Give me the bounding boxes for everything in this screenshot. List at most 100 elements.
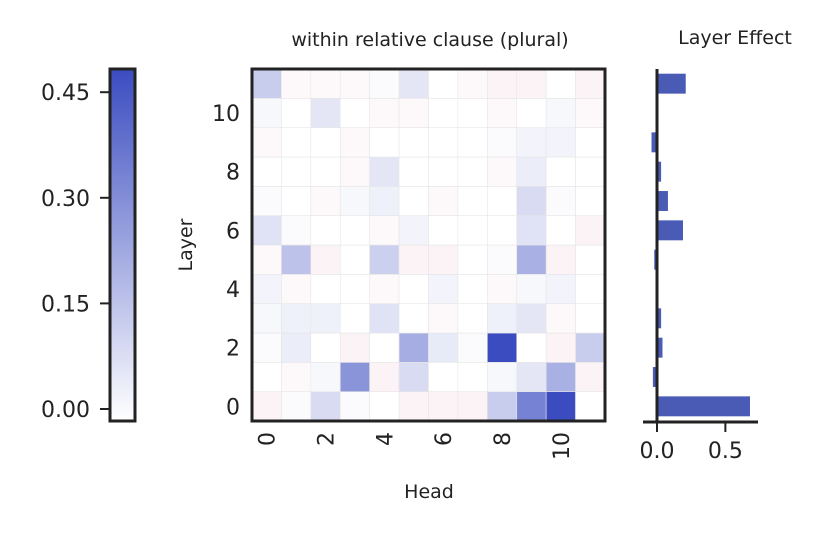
heatmap-cell (398, 391, 429, 422)
heatmap-cell (281, 244, 312, 275)
heatmap-cell (310, 68, 341, 99)
heatmap-cell (369, 68, 400, 99)
heatmap-cell (251, 98, 282, 128)
heatmap-cell (369, 391, 400, 422)
heatmap-cell (457, 244, 488, 275)
heatmap-cell (428, 244, 459, 275)
colorbar-tick-label: 0.00 (41, 398, 90, 423)
heatmap-cell (369, 332, 400, 363)
heatmap-cell (339, 332, 370, 363)
heatmap-cell (487, 68, 518, 99)
heatmap-cell (487, 362, 518, 392)
heatmap-cell (516, 391, 547, 422)
heatmap-cell (516, 274, 547, 304)
heatmap-cell (428, 215, 459, 246)
layer-effect-bar (657, 308, 662, 329)
heatmap-cell (457, 156, 488, 187)
heatmap-cell (281, 303, 312, 334)
heatmap-cell (251, 156, 282, 187)
heatmap-cell (487, 98, 518, 128)
layer-effect-bar (652, 367, 657, 387)
heatmap-cell (428, 303, 459, 334)
heatmap-cell (369, 303, 400, 334)
colorbar: 0.00 0.15 0.30 0.45 (41, 67, 137, 423)
heatmap-cell (310, 303, 341, 334)
heatmap-cell (398, 127, 429, 158)
heatmap-cell (339, 127, 370, 158)
heatmap-cell (575, 68, 606, 99)
heatmap-y-tick-label: 8 (226, 161, 240, 186)
heatmap-cell (575, 215, 606, 246)
heatmap-ylabel: Layer (175, 218, 197, 271)
heatmap-cell (516, 332, 547, 363)
heatmap-cell (575, 244, 606, 275)
heatmap-cell (487, 303, 518, 334)
heatmap-cell (575, 98, 606, 128)
heatmap-cell (398, 215, 429, 246)
heatmap-cell (545, 186, 576, 216)
heatmap-cell (310, 215, 341, 246)
heatmap-cell (487, 391, 518, 422)
heatmap-cell (575, 186, 606, 216)
heatmap-cell (369, 274, 400, 304)
heatmap-cell (428, 186, 459, 216)
heatmap-y-tick-label: 0 (226, 395, 240, 420)
heatmap-cell (487, 156, 518, 187)
colorbar-tick-label: 0.45 (41, 81, 90, 106)
heatmap-cell (457, 215, 488, 246)
heatmap-cell (398, 156, 429, 187)
heatmap-cell (428, 332, 459, 363)
heatmap-cell (339, 391, 370, 422)
heatmap-x-tick-label: 4 (373, 432, 398, 446)
heatmap-cell (398, 362, 429, 392)
heatmap-cell (310, 332, 341, 363)
heatmap-cell (516, 244, 547, 275)
heatmap-cell (545, 127, 576, 158)
heatmap-cell (369, 98, 400, 128)
heatmap-cell (281, 156, 312, 187)
heatmap-cell (281, 98, 312, 128)
heatmap-x-tick-label: 10 (550, 432, 575, 460)
heatmap-cell (516, 303, 547, 334)
heatmap-x-tick-label: 8 (491, 432, 516, 446)
heatmap-cell (516, 186, 547, 216)
heatmap-cell (281, 391, 312, 422)
heatmap-cell (487, 332, 518, 363)
heatmap-cell (516, 215, 547, 246)
heatmap-cell (281, 186, 312, 216)
colorbar-tick-label: 0.15 (41, 292, 90, 317)
heatmap-cell (369, 156, 400, 187)
heatmap-cell (516, 362, 547, 392)
heatmap-cell (575, 303, 606, 334)
heatmap-cell (339, 274, 370, 304)
heatmap-cell (281, 215, 312, 246)
heatmap-cell (398, 244, 429, 275)
heatmap-cell (310, 186, 341, 216)
heatmap-cell (369, 362, 400, 392)
heatmap-cell (398, 68, 429, 99)
heatmap-y-tick-label: 6 (226, 219, 240, 244)
heatmap-cell (310, 362, 341, 392)
colorbar-frame (108, 67, 137, 423)
heatmap-cell (369, 186, 400, 216)
heatmap-cell (310, 244, 341, 275)
heatmap-cell (251, 244, 282, 275)
heatmap-cell (251, 127, 282, 158)
heatmap-frame (250, 67, 607, 423)
layer-effect-bar (657, 396, 750, 417)
heatmap-cell (369, 127, 400, 158)
heatmap-cell (457, 303, 488, 334)
heatmap-cell (545, 244, 576, 275)
heatmap-cell (310, 156, 341, 187)
heatmap-cell (251, 391, 282, 422)
heatmap-cell (487, 186, 518, 216)
heatmap-cell (398, 186, 429, 216)
heatmap-cell (310, 98, 341, 128)
heatmap-cell (339, 244, 370, 275)
heatmap-cell (516, 98, 547, 128)
layer-effect-bar (657, 191, 668, 211)
heatmap-cell (575, 156, 606, 187)
heatmap-cell (398, 98, 429, 128)
layer-effect-title: Layer Effect (678, 27, 792, 49)
